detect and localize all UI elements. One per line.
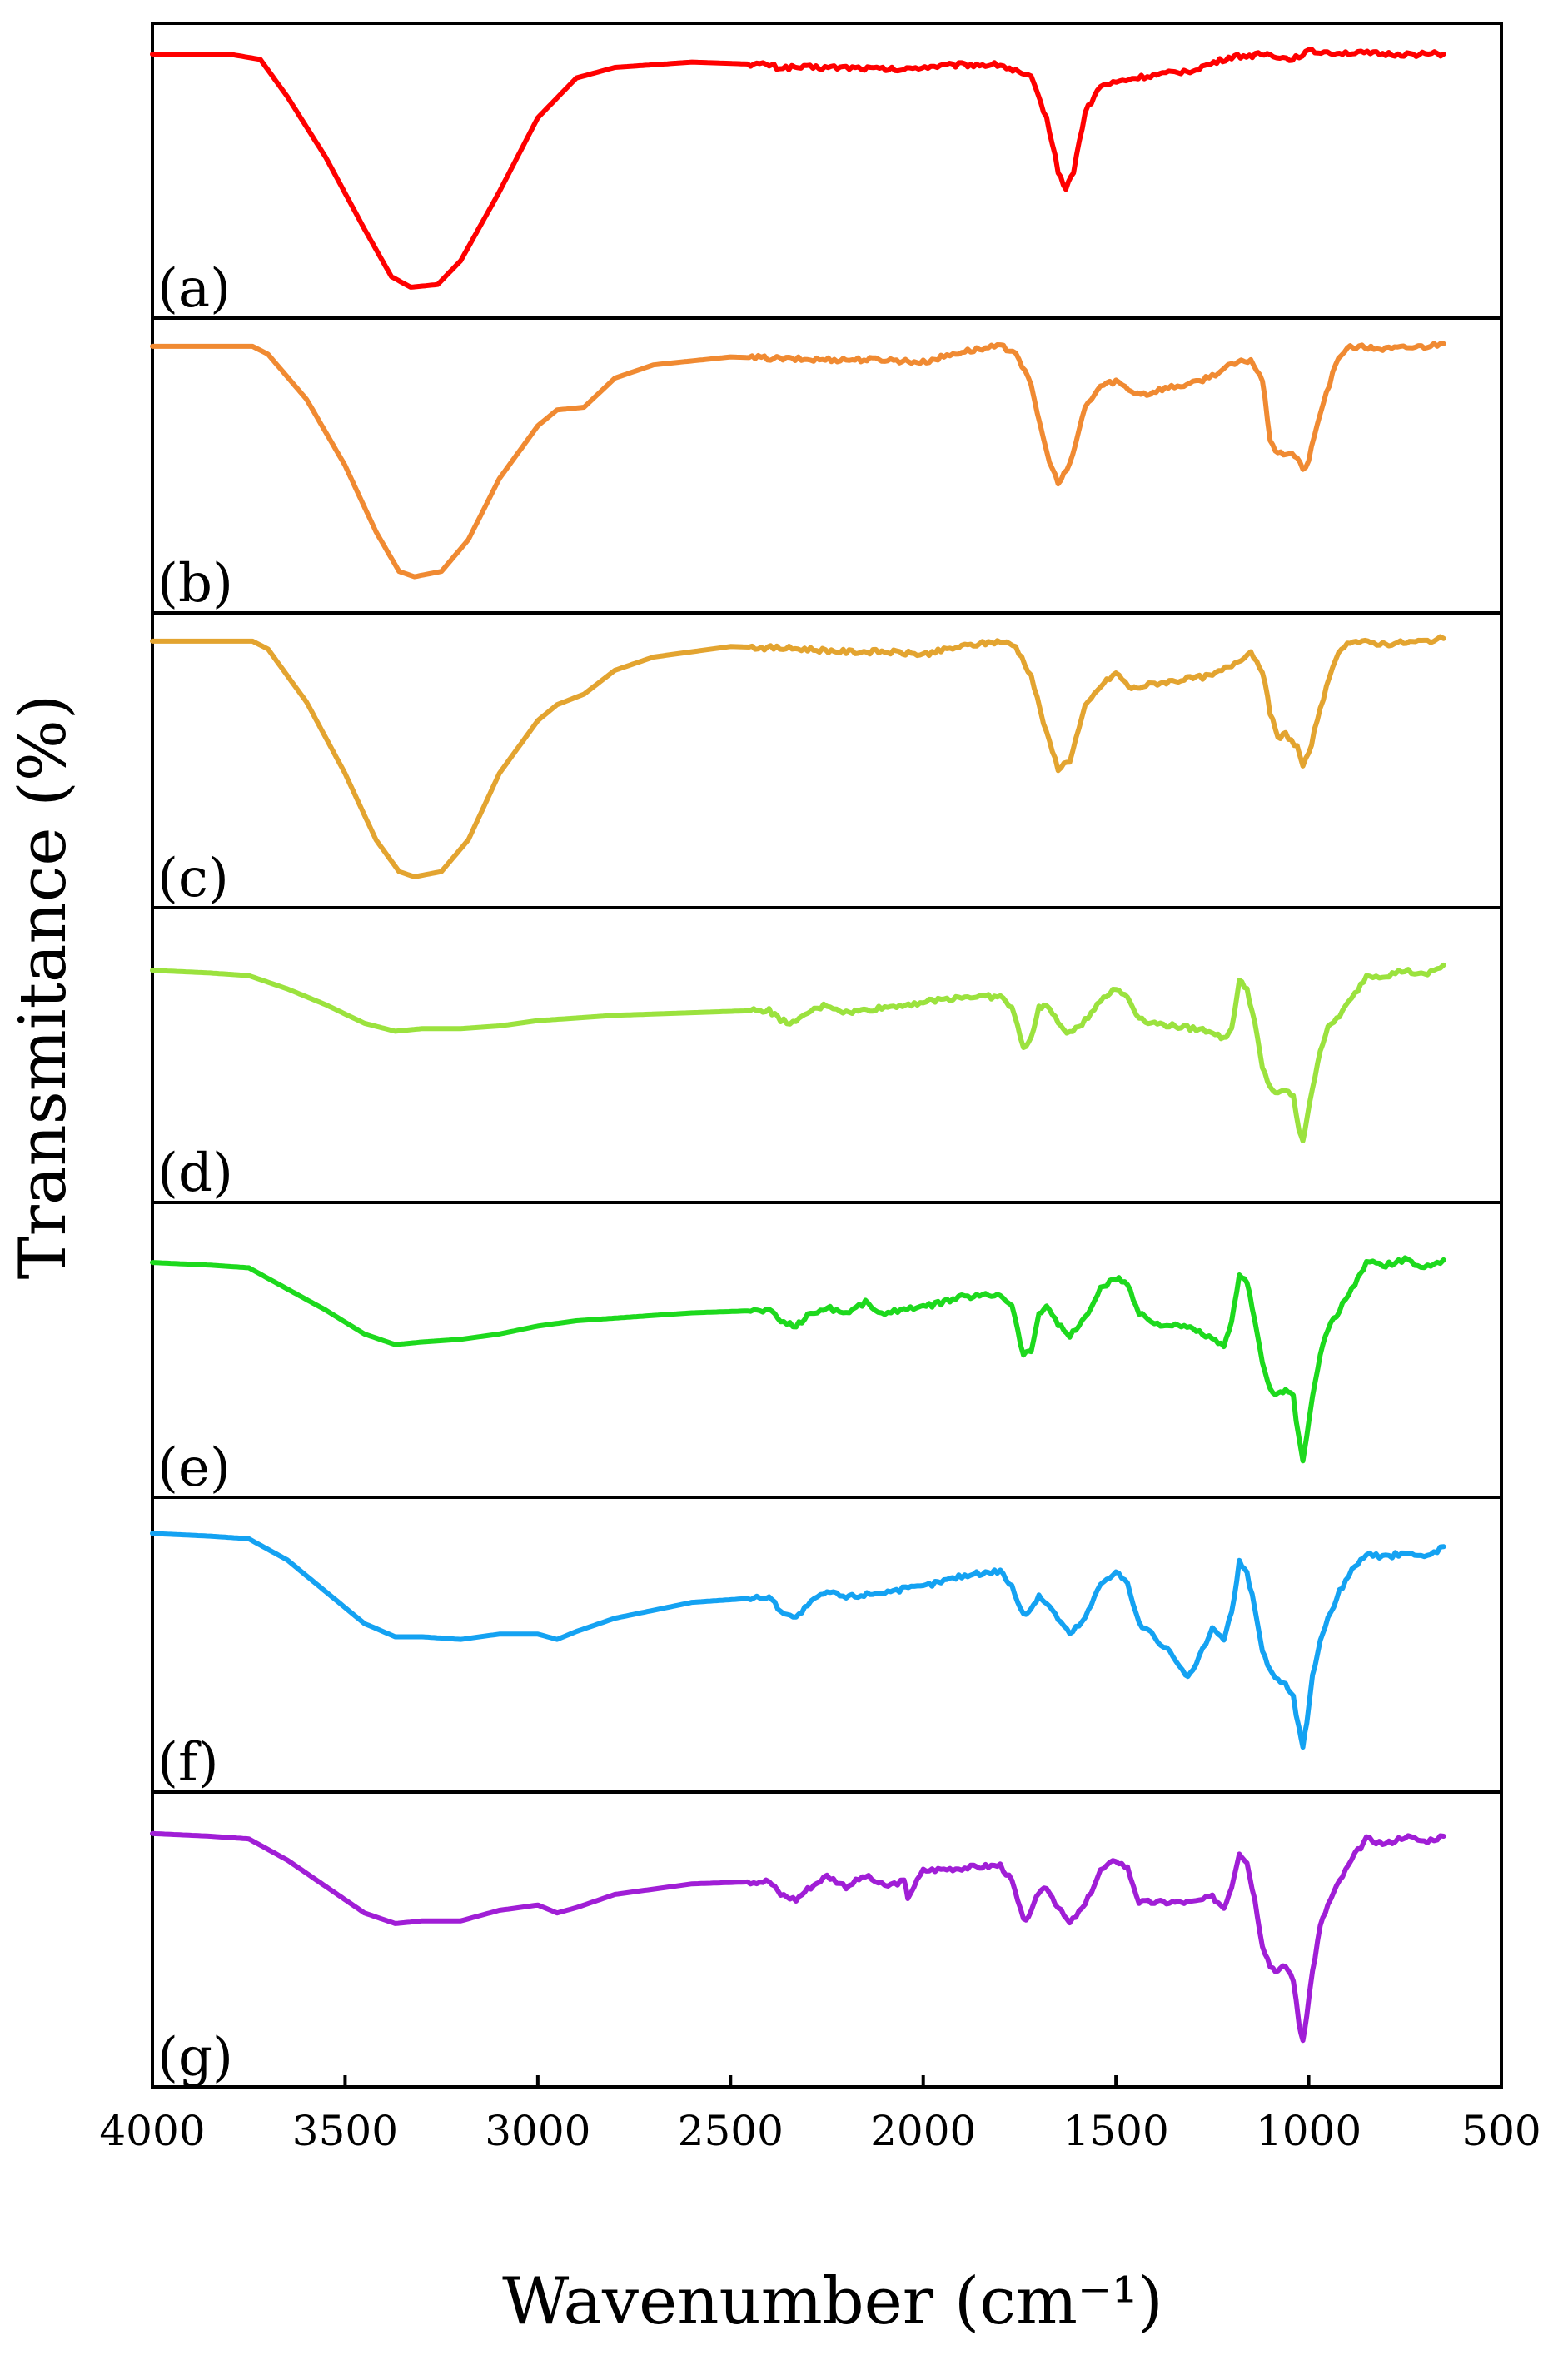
panel-label: (f) [157, 1732, 219, 1794]
panel-label: (d) [157, 1143, 233, 1204]
panel-label: (c) [157, 848, 229, 909]
panel: (a) [150, 22, 1503, 320]
panel-frame [151, 1496, 1503, 1794]
panel-label: (a) [157, 258, 231, 320]
panel-label: (b) [157, 553, 233, 615]
panel: (f) [150, 1496, 1503, 1794]
spectrum-panels: (a) (b) (c) (d) (e) (f) (g) [150, 22, 1503, 2089]
panel: (b) [150, 316, 1503, 615]
panel: (g) [150, 1790, 1503, 2089]
spectrum-line [150, 962, 1446, 1143]
x-tick-label: 2500 [678, 2107, 784, 2155]
panel-label: (e) [157, 1437, 231, 1499]
x-axis-title: Wavenumber (cm⁻¹) [502, 2264, 1163, 2339]
spectrum-line [150, 341, 1446, 580]
panel: (d) [150, 906, 1503, 1204]
spectrum-line [150, 1830, 1446, 2044]
x-tick-label: 1500 [1063, 2107, 1169, 2155]
x-tick-label: 500 [1461, 2107, 1541, 2155]
x-tick-label: 4000 [99, 2107, 205, 2155]
x-tick-label: 3500 [292, 2107, 398, 2155]
spectrum-line [150, 1255, 1446, 1464]
panel-frame [151, 1790, 1503, 2089]
panel-frame [151, 906, 1503, 1204]
x-tick-label: 3000 [485, 2107, 590, 2155]
spectrum-line [150, 1531, 1446, 1750]
panel: (c) [150, 611, 1503, 909]
panel-label: (g) [157, 2027, 233, 2089]
panel-frame [151, 1201, 1503, 1499]
x-axis: 4000 3500 3000 2500 2000 1500 1000 500 [99, 2075, 1541, 2155]
y-axis-title: Transmitance (%) [6, 695, 81, 1280]
panel: (e) [150, 1201, 1503, 1499]
spectrum-line [150, 634, 1446, 879]
x-tick-label: 2000 [870, 2107, 976, 2155]
x-tick-label: 1000 [1256, 2107, 1361, 2155]
spectrum-line [150, 47, 1446, 290]
